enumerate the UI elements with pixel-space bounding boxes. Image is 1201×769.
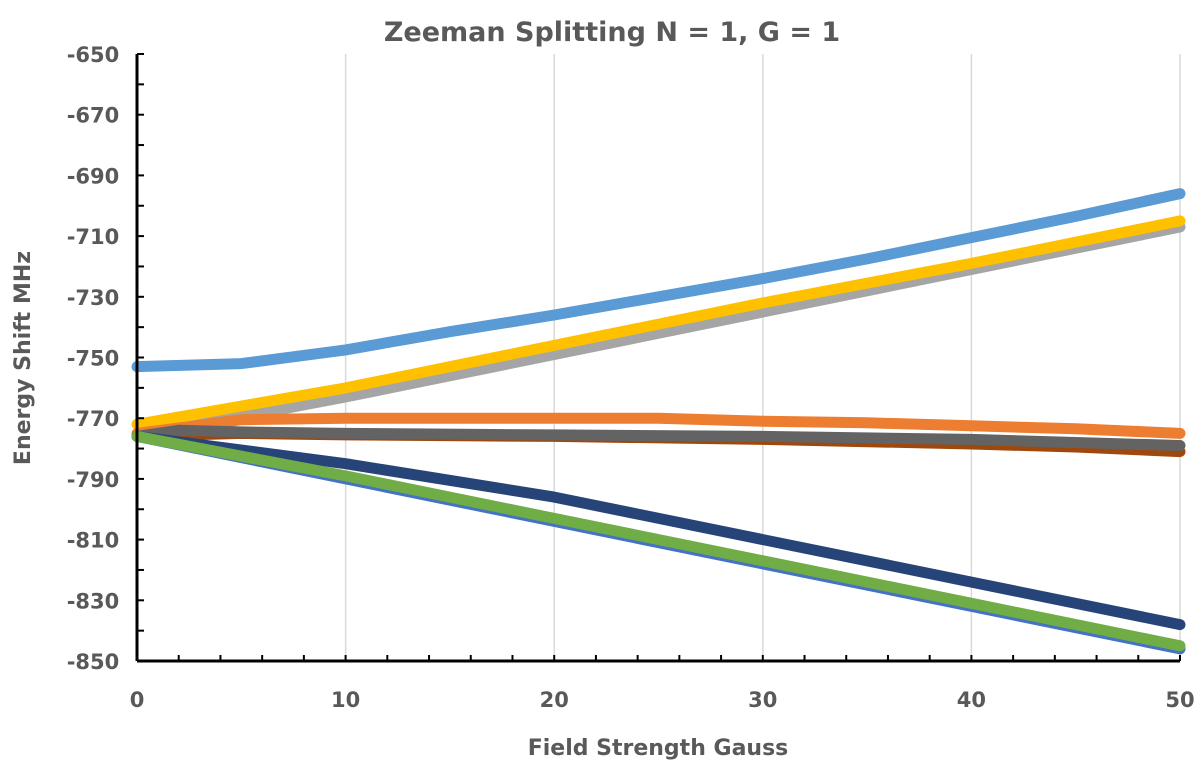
y-tick-label: -650 bbox=[67, 43, 120, 67]
y-tick-label: -850 bbox=[67, 650, 120, 674]
x-tick-label: 30 bbox=[748, 688, 777, 712]
x-axis-label: Field Strength Gauss bbox=[528, 736, 789, 761]
x-tick-label: 20 bbox=[540, 688, 569, 712]
y-tick-label: -790 bbox=[67, 468, 120, 492]
y-tick-label: -690 bbox=[67, 164, 120, 188]
grid-lines bbox=[344, 54, 1181, 661]
x-tick-label: 40 bbox=[957, 688, 986, 712]
series-line bbox=[131, 221, 1186, 442]
x-tick-label: 10 bbox=[331, 688, 360, 712]
y-axis-label: Energy Shift MHz bbox=[11, 251, 36, 465]
y-tick-label: -730 bbox=[67, 286, 120, 310]
axes bbox=[135, 53, 1181, 663]
series-line bbox=[131, 430, 1186, 631]
y-tick-label: -830 bbox=[67, 589, 120, 613]
series-line bbox=[131, 215, 1186, 430]
tick-labels: 0 10 20 30 40 50 -650 -670 -690 -710 -730 -750 -770 -… bbox=[67, 43, 1195, 712]
y-tick-label: -710 bbox=[67, 225, 120, 249]
y-tick-label: -670 bbox=[67, 104, 120, 128]
data-series bbox=[131, 188, 1186, 655]
series-line bbox=[131, 412, 1186, 439]
y-tick-label: -770 bbox=[67, 407, 120, 431]
x-tick-label: 0 bbox=[130, 688, 145, 712]
y-tick-label: -810 bbox=[67, 529, 120, 553]
series-line bbox=[131, 188, 1186, 373]
x-tick-label: 50 bbox=[1165, 688, 1194, 712]
y-tick-label: -750 bbox=[67, 347, 120, 371]
series-line bbox=[131, 424, 1186, 451]
chart-title: Zeeman Splitting N = 1, G = 1 bbox=[384, 17, 840, 48]
series-line bbox=[131, 430, 1186, 652]
